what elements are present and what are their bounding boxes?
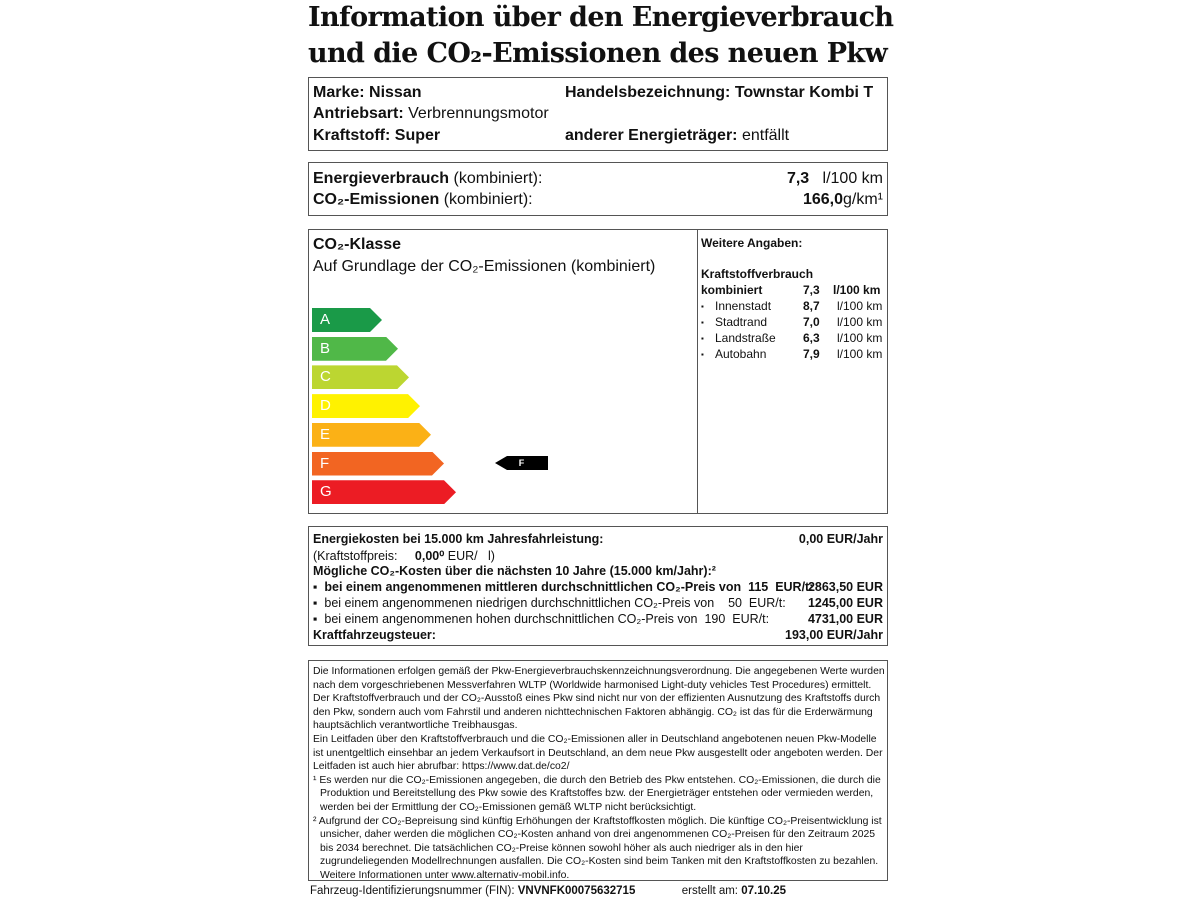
co2-label: CO₂-Emissionen bbox=[313, 191, 440, 208]
co2-cost-row: ▪ bei einem angenommenen niedrigen durch… bbox=[313, 596, 786, 610]
energiekosten-value: 0,00 EUR/Jahr bbox=[798, 532, 883, 546]
erstellt-label: erstellt am: bbox=[681, 885, 739, 897]
co2-class-subtitle: Auf Grundlage der CO₂-Emissionen (kombin… bbox=[313, 258, 656, 275]
consumption-box: Energieverbrauch (kombiniert): 7,3 l/100… bbox=[308, 162, 888, 216]
co2-class-bar-e: E bbox=[312, 423, 431, 447]
bullet-icon: ▪ bbox=[701, 334, 704, 343]
weitere-row-unit: l/100 km bbox=[837, 347, 883, 361]
preis-label: (Kraftstoffpreis: bbox=[313, 549, 398, 563]
co2-class-bar-b: B bbox=[312, 337, 398, 361]
co2-class-bar-g: G bbox=[312, 480, 456, 504]
bullet-icon: ▪ bbox=[701, 302, 704, 311]
weitere-row-value: 7,9 bbox=[803, 347, 820, 361]
weitere-row-label: Autobahn bbox=[715, 347, 767, 361]
weitere-row-value: 7,0 bbox=[803, 315, 820, 329]
co2-class-bar-c: C bbox=[312, 365, 409, 389]
co2-cost-label: bei einem angenommenen mittleren durchsc… bbox=[324, 580, 814, 594]
erstellt: 07.10.25 bbox=[741, 885, 786, 897]
energie-value: 7,3 bbox=[786, 170, 810, 187]
antrieb: Verbrennungsmotor bbox=[408, 105, 549, 122]
co2-class-box: CO₂-Klasse Auf Grundlage der CO₂-Emissio… bbox=[308, 229, 888, 514]
footnote-1: ¹ Es werden nur die CO₂-Emissionen angeg… bbox=[313, 774, 881, 813]
bullet-icon: ▪ bbox=[313, 612, 325, 626]
kraftstoff-label: Kraftstoff: bbox=[313, 127, 391, 144]
bullet-icon: ▪ bbox=[313, 596, 325, 610]
co2-cost-label: bei einem angenommenen niedrigen durchsc… bbox=[324, 596, 786, 610]
costs-box: Energiekosten bei 15.000 km Jahresfahrle… bbox=[308, 526, 888, 646]
footnotes-box bbox=[308, 660, 888, 881]
fin-label: Fahrzeug-Identifizierungsnummer (FIN): bbox=[310, 885, 515, 897]
co2-cost-value: 1245,00 EUR bbox=[807, 596, 883, 610]
marke-label: Marke: bbox=[313, 84, 365, 101]
steuer-label: Kraftfahrzeugsteuer: bbox=[313, 628, 436, 642]
bottom-line: Fahrzeug-Identifizierungsnummer (FIN): V… bbox=[310, 885, 786, 897]
weitere-row-value: 6,3 bbox=[803, 331, 820, 345]
co2-suffix: (kombiniert): bbox=[443, 191, 533, 208]
co2-cost-row: ▪ bei einem angenommenen hohen durchschn… bbox=[313, 612, 769, 626]
co2-unit: g/km¹ bbox=[843, 191, 883, 208]
vehicle-box: Marke: Nissan Handelsbezeichnung: Townst… bbox=[308, 77, 888, 151]
title-line-1: Information über den Energieverbrauch bbox=[308, 2, 894, 33]
bullet-icon: ▪ bbox=[701, 350, 704, 359]
steuer-value: 193,00 EUR/Jahr bbox=[785, 628, 883, 642]
co2-cost-heading: Mögliche CO₂-Kosten über die nächsten 10… bbox=[313, 564, 716, 578]
co2-cost-label: bei einem angenommenen hohen durchschnit… bbox=[324, 612, 770, 626]
kraftstoff: Super bbox=[394, 127, 441, 144]
kombiniert-label: kombiniert bbox=[701, 283, 763, 297]
co2-value: 166,0 bbox=[802, 191, 843, 208]
weitere-row-label: Innenstadt bbox=[715, 299, 772, 313]
preis-value: 0,00⁰ bbox=[414, 549, 445, 563]
kombiniert-unit: l/100 km bbox=[833, 283, 881, 297]
energiekosten-label: Energiekosten bei 15.000 km Jahresfahrle… bbox=[313, 532, 604, 546]
divider bbox=[697, 230, 698, 513]
weitere-row-value: 8,7 bbox=[803, 299, 820, 313]
energie-unit: l/100 km bbox=[822, 170, 883, 187]
weitere-row-unit: l/100 km bbox=[837, 315, 883, 329]
co2-class-bar-a: A bbox=[312, 308, 382, 332]
weitere-row-unit: l/100 km bbox=[837, 299, 883, 313]
bullet-icon: ▪ bbox=[701, 318, 704, 327]
footnote-p2: Ein Leitfaden über den Kraftstoffverbrau… bbox=[313, 733, 883, 773]
antrieb-label: Antriebsart: bbox=[313, 105, 404, 122]
kombiniert-value: 7,3 bbox=[803, 283, 820, 297]
co2-class-bar-d: D bbox=[312, 394, 420, 418]
current-class-indicator: F bbox=[495, 456, 548, 470]
preis-unit: EUR/ l) bbox=[447, 549, 495, 563]
co2-cost-value: 2863,50 EUR bbox=[807, 580, 883, 594]
footnote-2: ² Aufgrund der CO₂-Bepreisung sind künft… bbox=[313, 815, 882, 881]
page-title: Information über den Energieverbrauch un… bbox=[308, 0, 894, 72]
fin: VNVNFK00075632715 bbox=[517, 885, 636, 897]
energie-label: Energieverbrauch bbox=[313, 170, 450, 187]
co2-cost-value: 4731,00 EUR bbox=[807, 612, 883, 626]
co2-class-title: CO₂-Klasse bbox=[313, 236, 402, 253]
weitere-row-label: Landstraße bbox=[715, 331, 776, 345]
footnotes: Die Informationen erfolgen gemäß der Pkw… bbox=[313, 665, 887, 883]
co2-class-bar-f: F bbox=[312, 452, 444, 476]
footnote-p1: Die Informationen erfolgen gemäß der Pkw… bbox=[313, 666, 885, 732]
energie-suffix: (kombiniert): bbox=[453, 170, 543, 187]
weitere-title: Weitere Angaben: bbox=[701, 236, 803, 250]
weitere-row-label: Stadtrand bbox=[715, 315, 768, 329]
title-line-2: und die CO₂-Emissionen des neuen Pkw bbox=[308, 38, 888, 69]
handel: Townstar Kombi T bbox=[734, 84, 874, 101]
anderer-label: anderer Energieträger: bbox=[565, 127, 738, 144]
handel-label: Handelsbezeichnung: bbox=[565, 84, 731, 101]
weitere-row-unit: l/100 km bbox=[837, 331, 883, 345]
anderer: entfällt bbox=[741, 127, 790, 144]
bullet-icon: ▪ bbox=[313, 580, 325, 594]
co2-cost-row: ▪ bei einem angenommenen mittleren durch… bbox=[313, 580, 813, 594]
weitere-heading: Kraftstoffverbrauch bbox=[701, 267, 814, 281]
marke: Nissan bbox=[369, 84, 422, 101]
